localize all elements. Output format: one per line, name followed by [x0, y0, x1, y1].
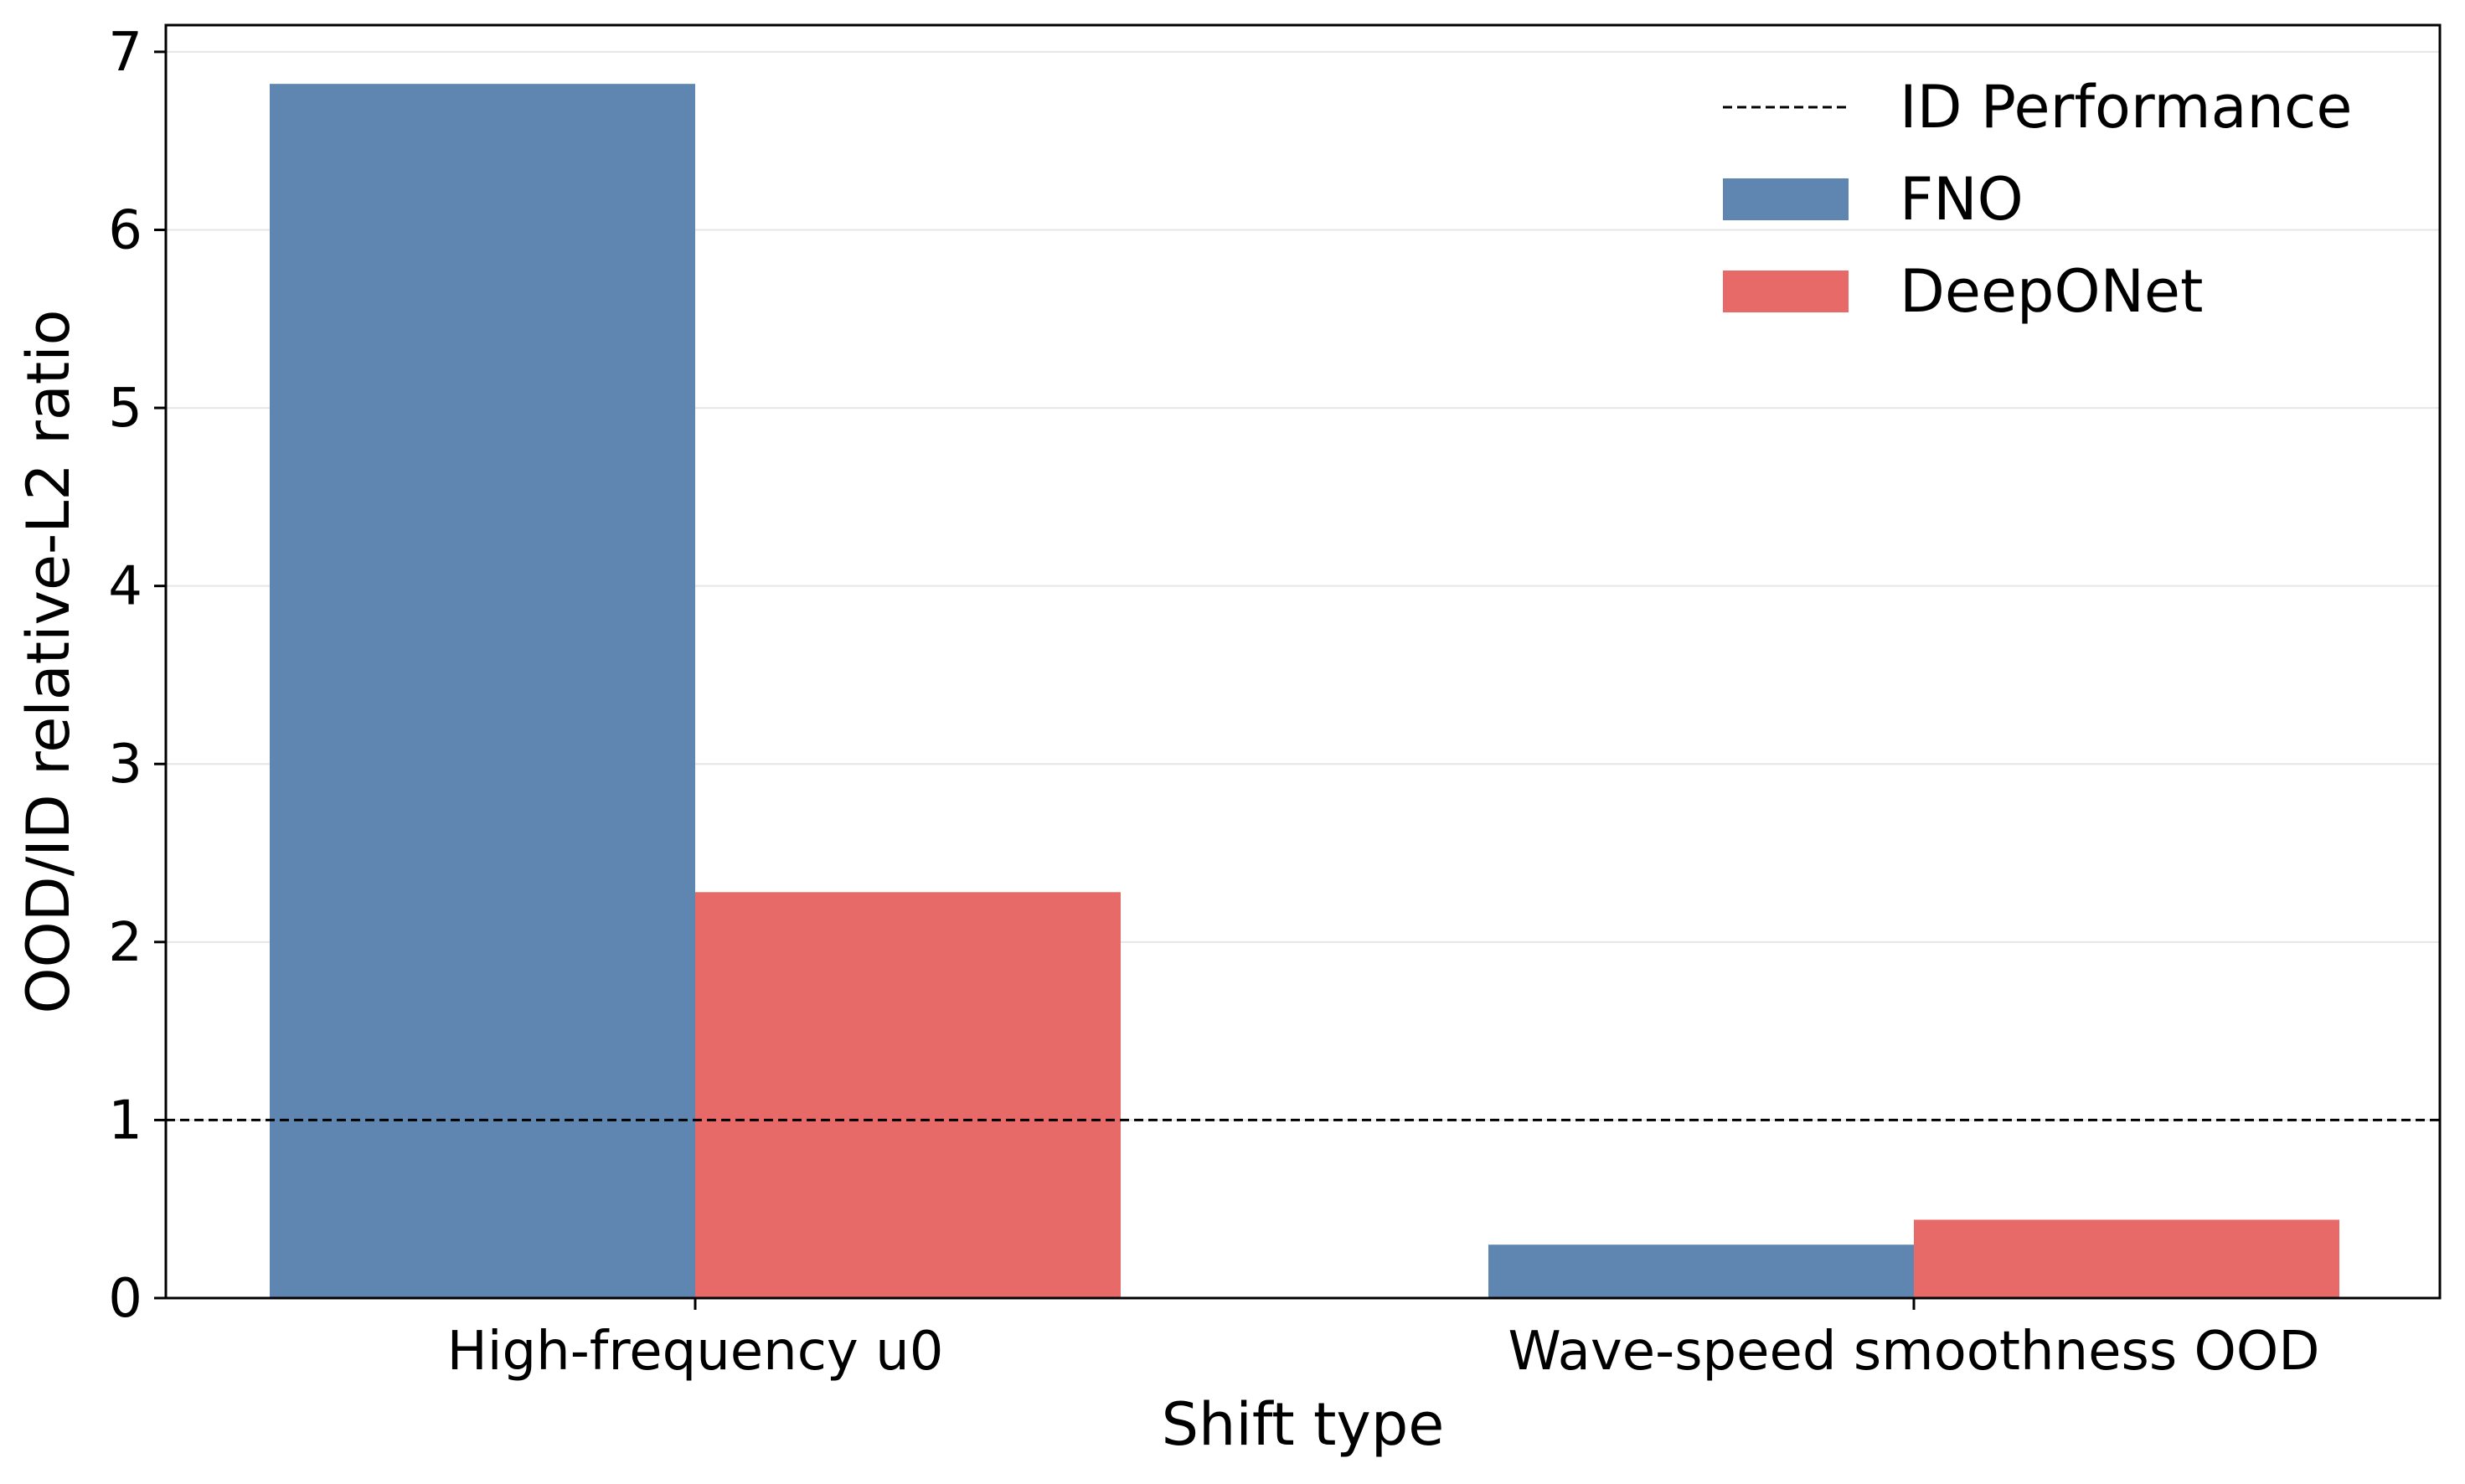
legend-label-id-performance: ID Performance — [1900, 73, 2352, 142]
legend: ID Performance FNO DeepONet — [1723, 73, 2352, 326]
y-tick-label: 7 — [108, 22, 142, 84]
legend-swatch-fno — [1723, 178, 1849, 220]
y-tick-label: 2 — [108, 912, 142, 974]
bar-deeponet-1 — [1914, 1219, 2339, 1298]
y-tick-label: 1 — [108, 1090, 142, 1152]
y-tick-label: 4 — [108, 556, 142, 618]
bars — [270, 84, 2339, 1299]
y-tick-label: 6 — [108, 199, 142, 261]
legend-label-deeponet: DeepONet — [1900, 257, 2203, 326]
y-tick-label: 0 — [108, 1268, 142, 1330]
x-tick-label: Wave-speed smoothness OOD — [1508, 1321, 2319, 1383]
bar-deeponet-0 — [695, 892, 1121, 1298]
x-axis-title: Shift type — [1162, 1390, 1445, 1459]
y-axis: 0 1 2 3 4 5 6 7 — [108, 22, 166, 1330]
y-tick-label: 3 — [108, 734, 142, 796]
bar-fno-0 — [270, 84, 695, 1299]
x-axis: High-frequency u0 Wave-speed smoothness O… — [447, 1298, 2320, 1383]
y-tick-label: 5 — [108, 378, 142, 440]
x-tick-label: High-frequency u0 — [447, 1321, 944, 1383]
plot-frame — [164, 23, 2442, 1300]
legend-label-fno: FNO — [1900, 165, 2024, 234]
y-axis-title: OOD/ID relative-L2 ratio — [14, 310, 83, 1014]
legend-swatch-deeponet — [1723, 271, 1849, 312]
bar-fno-1 — [1488, 1244, 1914, 1298]
